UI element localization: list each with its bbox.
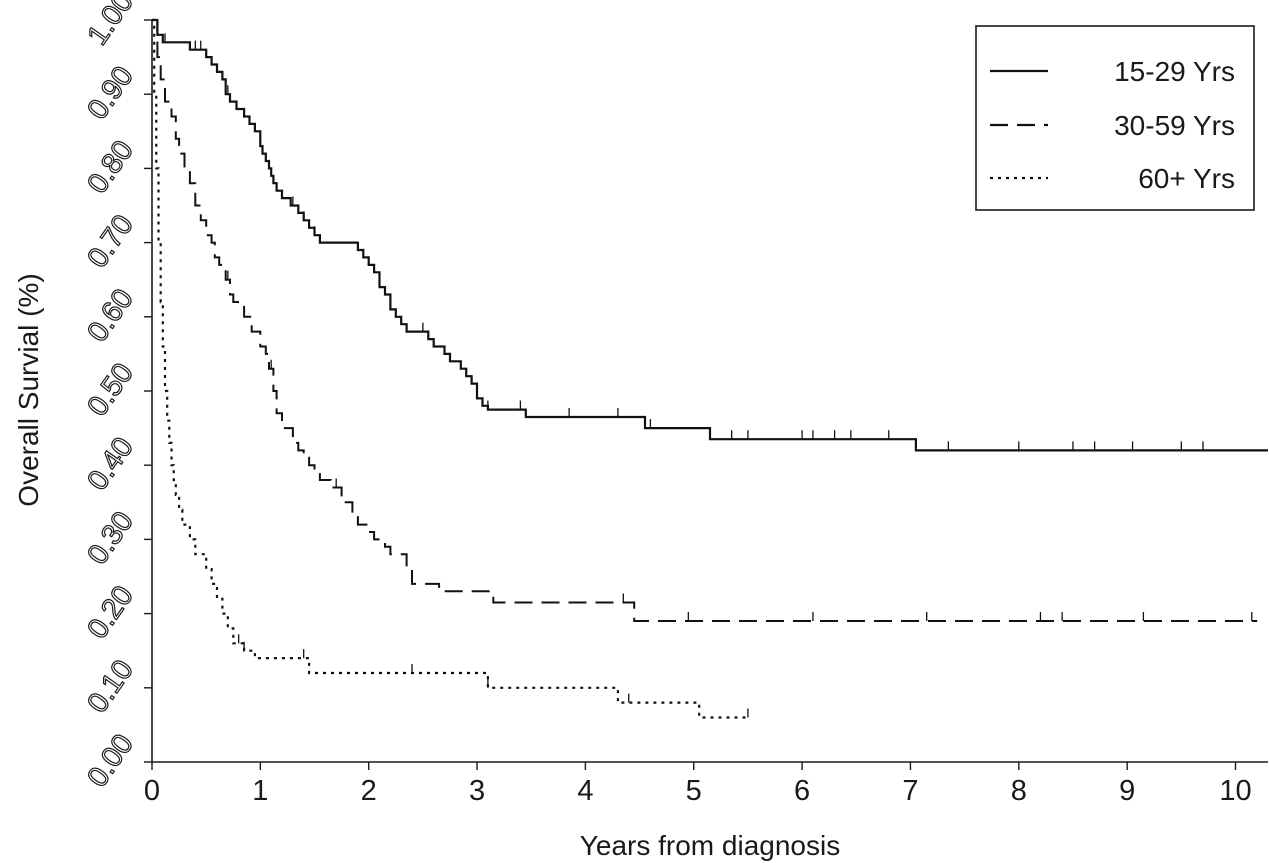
legend-label-30-59: 30-59 Yrs: [1114, 110, 1235, 141]
x-tick-label: 1: [252, 775, 268, 807]
legend-box: [975, 25, 1255, 211]
y-tick-label: 0.40: [81, 432, 140, 497]
x-tick-label: 8: [1011, 775, 1027, 807]
y-tick-label: 0.70: [81, 209, 140, 274]
x-tick-label: 6: [794, 775, 810, 807]
y-tick-label: 0.60: [81, 283, 140, 348]
y-axis-title: Overall Survial (%): [13, 273, 44, 506]
x-tick-label: 7: [902, 775, 918, 807]
legend: 15-29 Yrs 30-59 Yrs 60+ Yrs: [975, 25, 1255, 211]
x-tick-label: 4: [577, 775, 593, 807]
x-tick-label: 9: [1119, 775, 1135, 807]
series-line-60-yrs: [152, 18, 748, 719]
x-axis-title: Years from diagnosis: [580, 830, 840, 861]
x-axis-ticks: 0 1 2 3 4 5 6 7 8 9 10: [144, 762, 1252, 807]
legend-label-60plus: 60+ Yrs: [1138, 163, 1235, 194]
y-tick-label: 0.20: [81, 580, 140, 645]
legend-label-15-29: 15-29 Yrs: [1114, 56, 1235, 87]
y-tick-label: 0.80: [81, 135, 140, 200]
x-tick-label: 0: [144, 775, 160, 807]
x-tick-label: 2: [361, 775, 377, 807]
y-tick-label: 0.00: [81, 729, 140, 794]
y-tick-label: 0.10: [81, 654, 140, 719]
x-tick-label: 3: [469, 775, 485, 807]
x-tick-label: 5: [686, 775, 702, 807]
y-tick-label: 0.30: [81, 506, 140, 571]
series-line-30-59-yrs: [152, 19, 1258, 622]
x-tick-label: 10: [1219, 775, 1251, 807]
series-lines: [152, 18, 1268, 719]
y-tick-label: 1.00: [81, 0, 140, 51]
y-tick-label: 0.50: [81, 358, 140, 423]
y-axis-ticks: 0.00 0.10 0.20 0.30 0.40 0.50 0.60 0.70 0.80 0.90…: [81, 0, 152, 794]
y-tick-label: 0.90: [81, 61, 140, 126]
